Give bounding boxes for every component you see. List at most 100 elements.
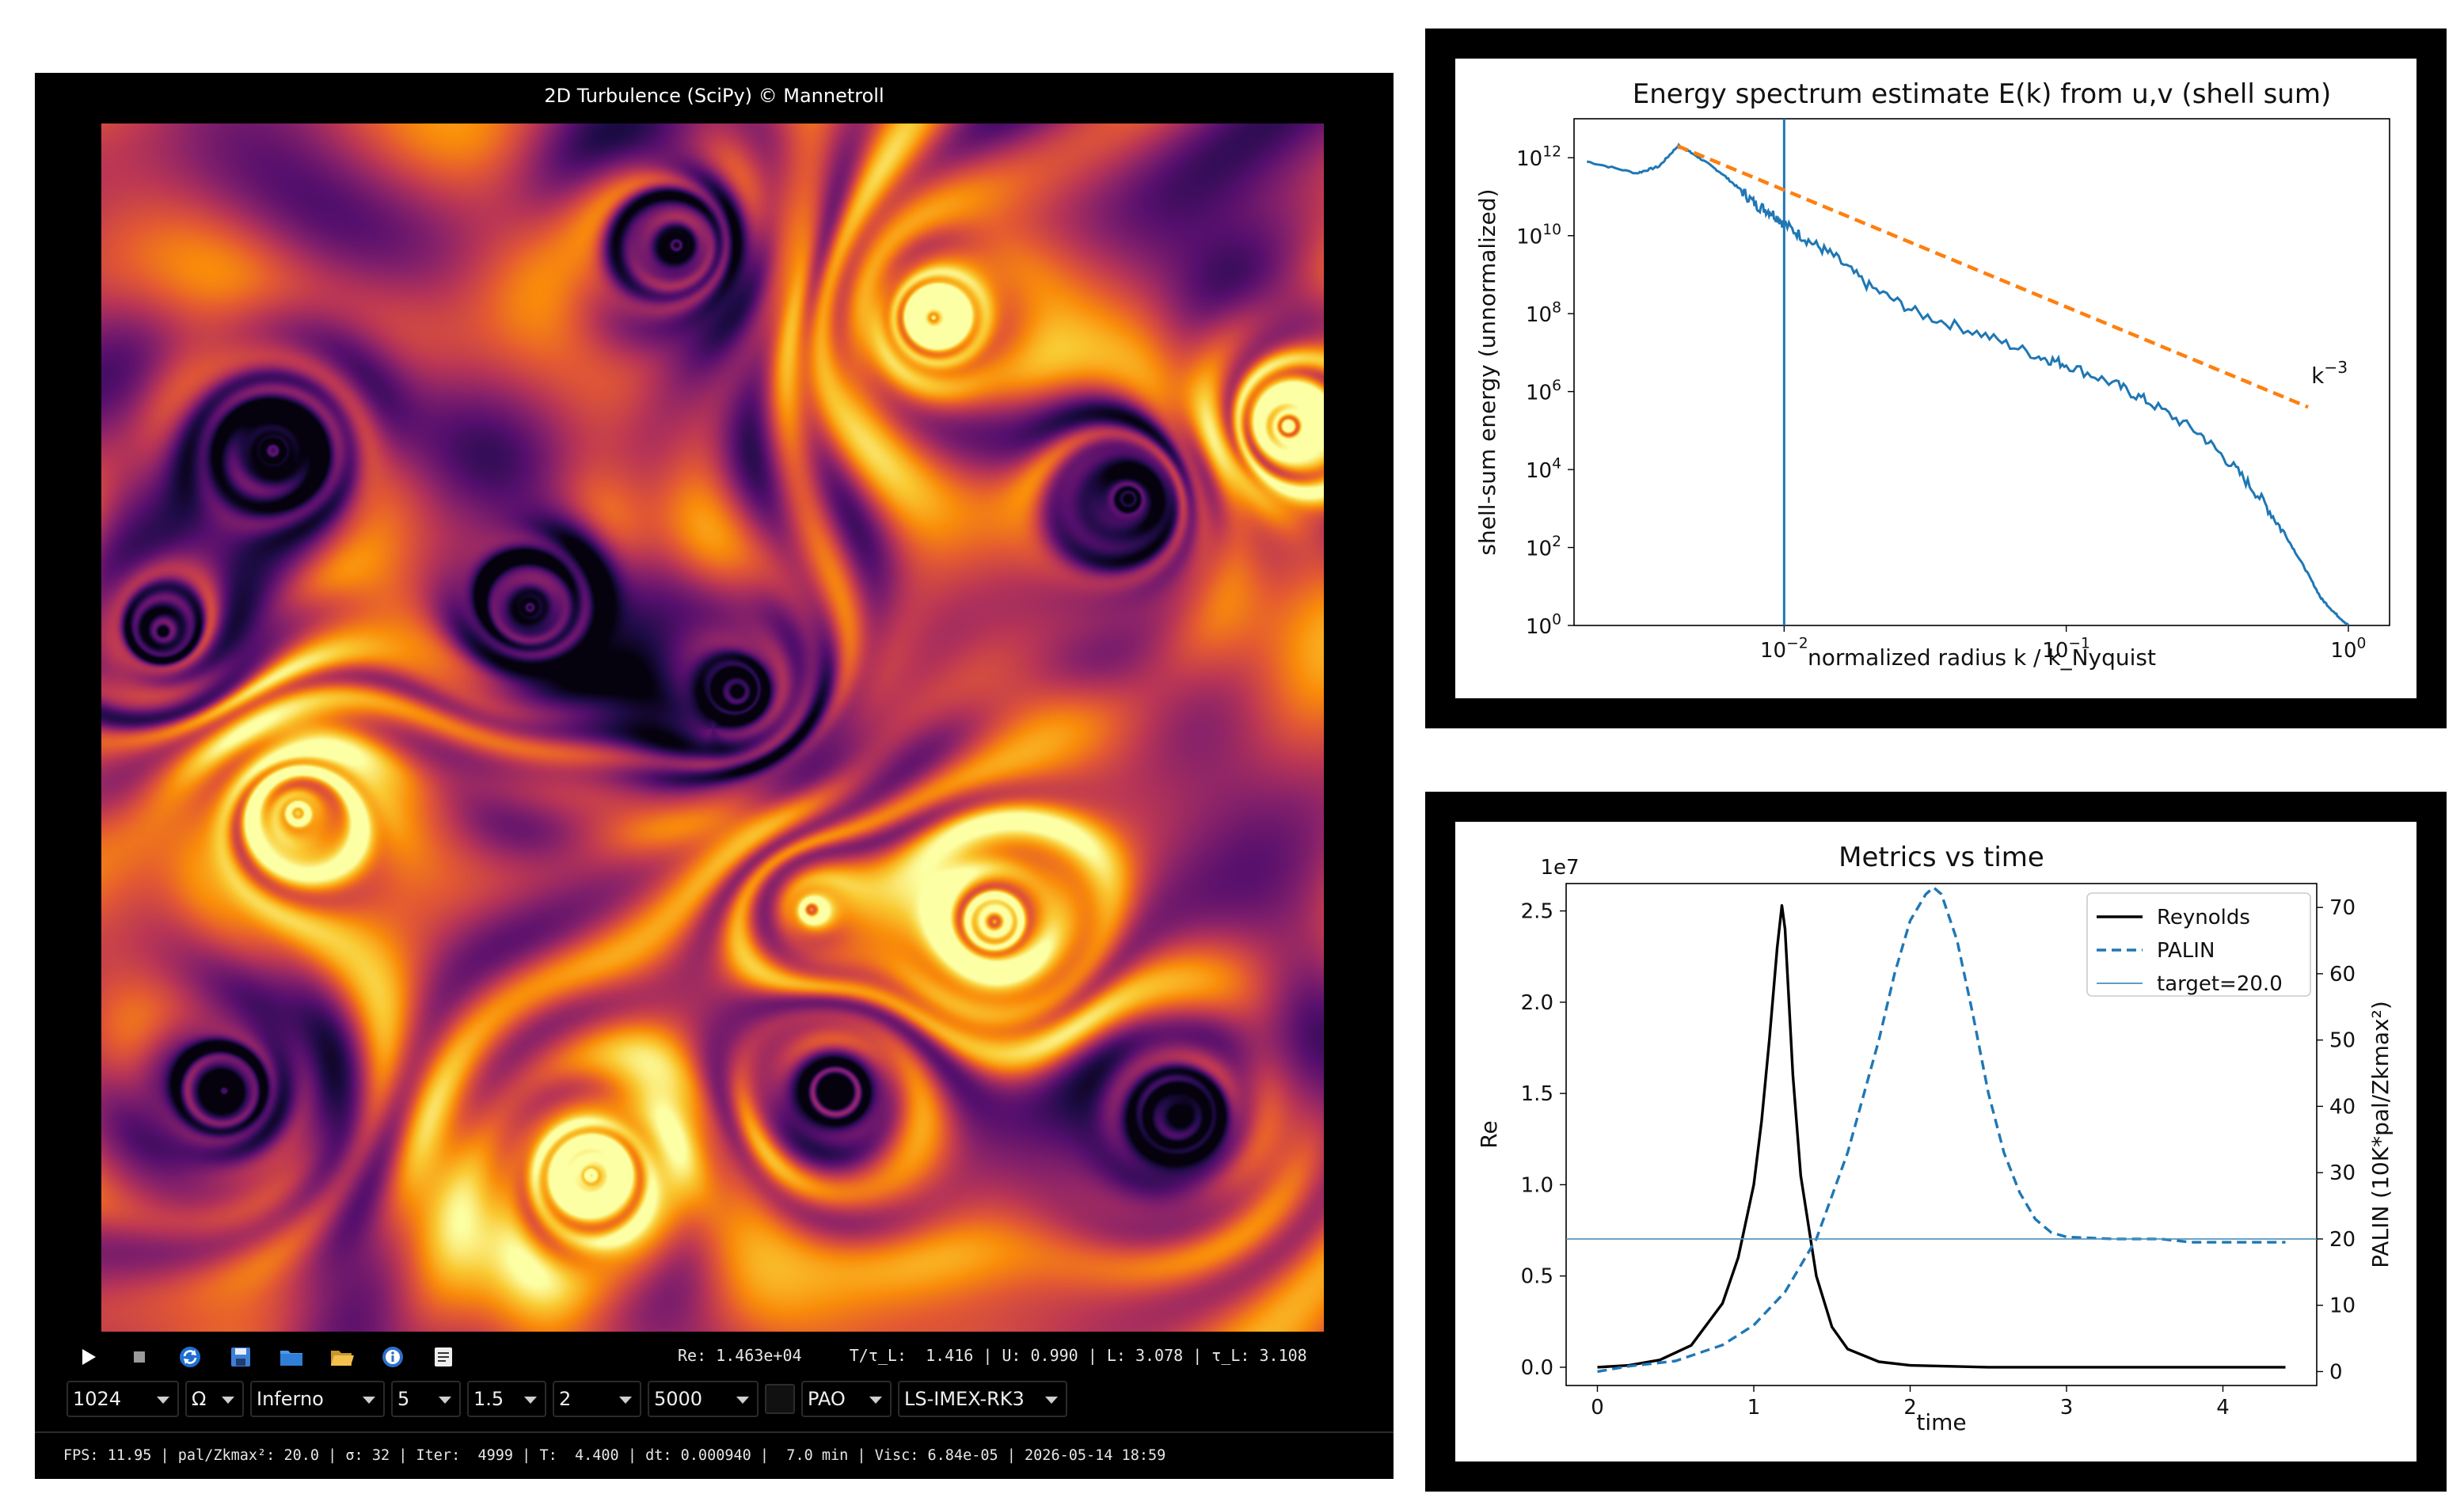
- open-folder-button[interactable]: [320, 1340, 364, 1374]
- plot-frame: [1573, 118, 2390, 626]
- x-tick-label: 100: [2330, 635, 2366, 663]
- y-right-tick-label: 70: [2329, 896, 2356, 920]
- y-tick-label: 102: [1526, 534, 1561, 561]
- y-tick-label: 1012: [1516, 144, 1561, 172]
- y-right-tick-label: 60: [2329, 963, 2356, 986]
- toolbar: Re: 1.463e+04 T/τ_L: 1.416 | U: 0.990 | …: [67, 1336, 1365, 1374]
- folder-button[interactable]: [269, 1340, 314, 1374]
- chevron-down-icon: [157, 1397, 169, 1404]
- y-tick-label: 108: [1526, 299, 1561, 327]
- y-right-tick-label: 30: [2329, 1161, 2356, 1185]
- steps-value: 5000: [654, 1388, 703, 1410]
- chart-title: Energy spectrum estimate E(k) from u,v (…: [1633, 78, 2331, 110]
- chart-title: Metrics vs time: [1838, 842, 2044, 873]
- y-right-tick-label: 50: [2329, 1029, 2356, 1053]
- refresh-icon: [180, 1347, 200, 1367]
- plot-frame: [1565, 883, 2318, 1386]
- save-button[interactable]: [219, 1340, 263, 1374]
- colormap-value: Inferno: [257, 1388, 324, 1410]
- x-tick-label: 0: [1591, 1396, 1604, 1420]
- legend-label: PALIN: [2157, 939, 2215, 963]
- simulation-window: 2D Turbulence (SciPy) © Mannetroll: [35, 73, 1394, 1479]
- x-tick-label: 1: [1747, 1396, 1761, 1420]
- param-b-select[interactable]: 1.5: [467, 1381, 546, 1417]
- vorticity-field-canvas[interactable]: [101, 124, 1324, 1332]
- y-tick-label: 2.0: [1521, 991, 1553, 1015]
- grid-size-value: 1024: [73, 1388, 122, 1410]
- open-folder-icon: [331, 1351, 354, 1366]
- y-tick-label: 1010: [1516, 222, 1561, 249]
- chevron-down-icon: [363, 1397, 375, 1404]
- y-axis-label: Re: [1476, 1120, 1502, 1148]
- x-tick-label: 3: [2060, 1396, 2074, 1420]
- metrics-vs-time-chart: Metrics vs time 1e7 0 1 2 3 4 0.0 0.5 1.0 1.5 2.0 2.…: [1455, 822, 2416, 1461]
- info-button[interactable]: [371, 1340, 415, 1374]
- param-a-select[interactable]: 5: [391, 1381, 461, 1417]
- folder-icon: [280, 1351, 302, 1366]
- x-tick-label: 10−2: [1760, 635, 1808, 663]
- status-bar: FPS: 11.95 | pal/Zkmax²: 20.0 | σ: 32 | …: [63, 1447, 1166, 1464]
- y-right-axis-label: PALIN (10K*pal/Zkmax²): [2367, 1001, 2394, 1268]
- play-button[interactable]: [67, 1340, 111, 1374]
- stop-button[interactable]: [117, 1340, 162, 1374]
- legend: Reynolds PALIN target=20.0: [2086, 892, 2311, 997]
- x-tick-label: 10−1: [2042, 635, 2090, 663]
- y-tick-label: 2.5: [1521, 900, 1553, 924]
- y-tick-label: 1.0: [1521, 1173, 1553, 1197]
- y-tick-label: 106: [1526, 378, 1561, 405]
- param-a-value: 5: [397, 1388, 410, 1410]
- chevron-down-icon: [1045, 1397, 1058, 1404]
- y-tick-label: 100: [1526, 611, 1561, 639]
- y-tick-label: 0.0: [1521, 1356, 1553, 1380]
- color-swatch[interactable]: [765, 1384, 795, 1414]
- scheme-select[interactable]: LS-IMEX-RK3: [898, 1381, 1067, 1417]
- k-minus-3-reference-line: [1677, 144, 2309, 409]
- document-icon: [435, 1347, 452, 1366]
- mode-select[interactable]: PAO: [801, 1381, 892, 1417]
- energy-spectrum-chart: Energy spectrum estimate E(k) from u,v (…: [1455, 59, 2416, 698]
- chevron-down-icon: [524, 1397, 537, 1404]
- y-tick-label: 104: [1526, 455, 1561, 483]
- floppy-disk-icon: [231, 1347, 250, 1366]
- steps-select[interactable]: 5000: [648, 1381, 759, 1417]
- status-divider: [35, 1431, 1394, 1433]
- spectrum-series-line: [1587, 142, 2350, 626]
- chevron-down-icon: [869, 1397, 882, 1404]
- controls-row: 1024 Ω Inferno 5 1.5 2 5000 PAO: [67, 1381, 1365, 1420]
- field-value: Ω: [192, 1388, 207, 1410]
- y-right-tick-label: 10: [2329, 1294, 2356, 1318]
- grid-size-select[interactable]: 1024: [67, 1381, 179, 1417]
- play-icon: [82, 1349, 96, 1365]
- param-c-value: 2: [559, 1388, 572, 1410]
- y-tick-label: 0.5: [1521, 1265, 1553, 1289]
- legend-box: [2086, 892, 2311, 997]
- y-right-tick-label: 0: [2329, 1360, 2343, 1384]
- reset-button[interactable]: [168, 1340, 212, 1374]
- x-tick-label: 2: [1903, 1396, 1917, 1420]
- field-select[interactable]: Ω: [185, 1381, 244, 1417]
- info-icon: [382, 1347, 403, 1367]
- spectrum-window: Energy spectrum estimate E(k) from u,v (…: [1425, 29, 2447, 728]
- chevron-down-icon: [439, 1397, 451, 1404]
- log-button[interactable]: [421, 1340, 466, 1374]
- window-title: 2D Turbulence (SciPy) © Mannetroll: [544, 85, 884, 107]
- x-tick-label: 4: [2216, 1396, 2230, 1420]
- y-offset-label: 1e7: [1540, 856, 1579, 880]
- x-axis-label: normalized radius k / k_Nyquist: [1808, 644, 2156, 671]
- y-axis-label: shell-sum energy (unnormalized): [1474, 188, 1500, 555]
- y-right-tick-label: 20: [2329, 1228, 2356, 1252]
- legend-label: Reynolds: [2157, 906, 2250, 929]
- param-b-value: 1.5: [473, 1388, 504, 1410]
- chevron-down-icon: [222, 1397, 234, 1404]
- y-tick-label: 1.5: [1521, 1082, 1553, 1106]
- chevron-down-icon: [736, 1397, 749, 1404]
- colormap-select[interactable]: Inferno: [250, 1381, 385, 1417]
- reynolds-series-line: [1597, 903, 2286, 1369]
- x-axis-label: time: [1916, 1409, 1966, 1435]
- stop-icon: [134, 1351, 145, 1363]
- param-c-select[interactable]: 2: [553, 1381, 641, 1417]
- legend-label: target=20.0: [2157, 972, 2283, 996]
- live-metrics-readout: Re: 1.463e+04 T/τ_L: 1.416 | U: 0.990 | …: [678, 1346, 1307, 1365]
- metrics-window: Metrics vs time 1e7 0 1 2 3 4 0.0 0.5 1.0 1.5 2.0 2.…: [1425, 792, 2447, 1492]
- y-right-tick-label: 40: [2329, 1095, 2356, 1119]
